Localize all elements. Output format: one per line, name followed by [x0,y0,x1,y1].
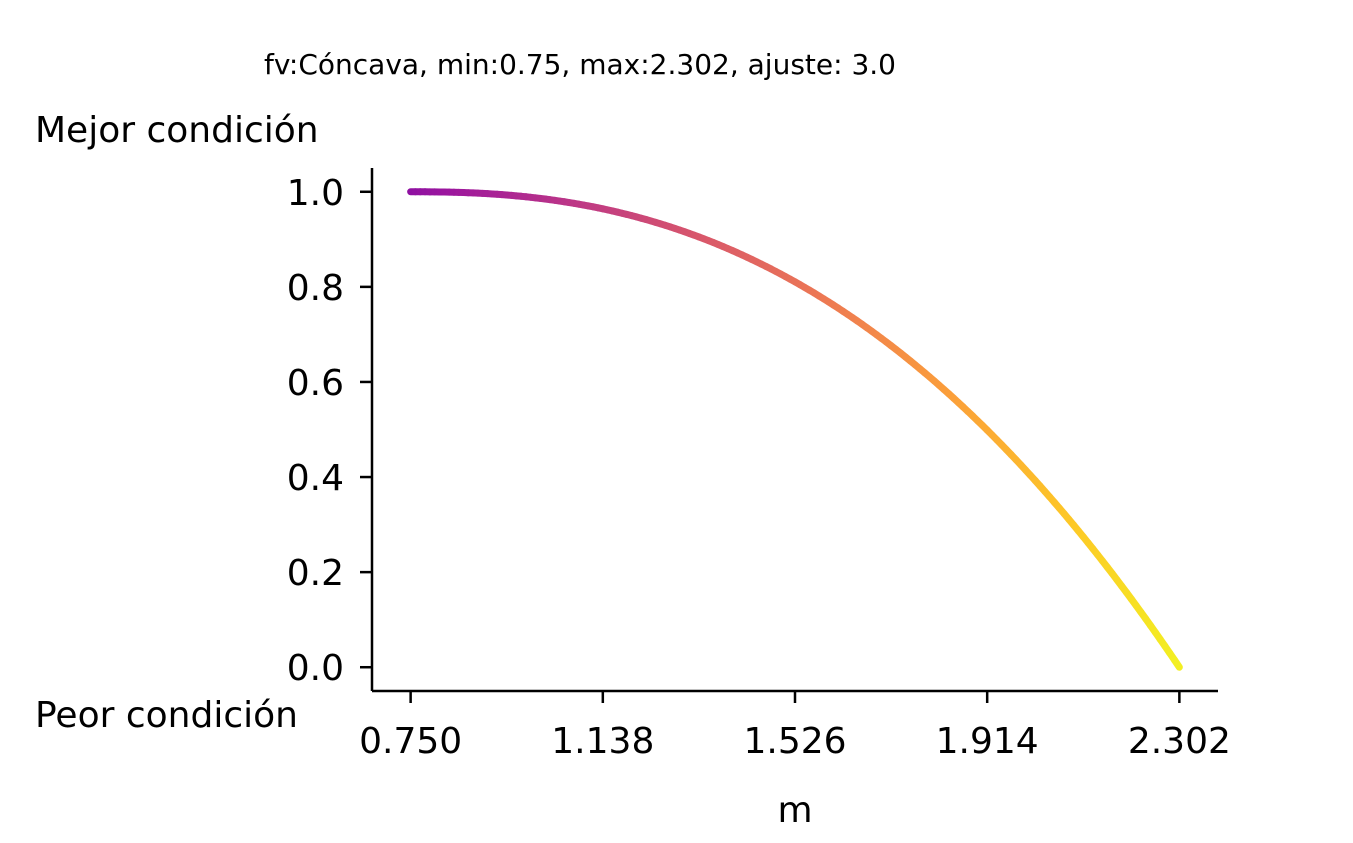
series-line-segment [1171,656,1183,671]
x-tick-label: 2.302 [1128,721,1231,762]
x-tick-label: 1.138 [551,721,654,762]
worst-condition-label: Peor condición [35,695,298,736]
y-tick-label: 0.2 [287,553,344,594]
y-tick-label: 0.4 [287,458,344,499]
plot-area [407,188,1183,671]
x-ticks: 0.750 1.138 1.526 1.914 2.302 [359,691,1231,762]
y-tick-label: 0.8 [287,268,344,309]
x-tick-label: 1.526 [743,721,846,762]
chart-title: fv:Cóncava, min:0.75, max:2.302, ajuste:… [264,48,896,81]
y-tick-label: 1.0 [287,173,344,214]
y-tick-label: 0.0 [287,648,344,689]
best-condition-label: Mejor condición [35,110,319,151]
x-axis-label: m [777,790,812,831]
y-tick-label: 0.6 [287,363,344,404]
y-ticks: 0.0 0.2 0.4 0.6 0.8 1.0 [287,173,372,689]
x-tick-label: 0.750 [359,721,462,762]
x-tick-label: 1.914 [936,721,1039,762]
